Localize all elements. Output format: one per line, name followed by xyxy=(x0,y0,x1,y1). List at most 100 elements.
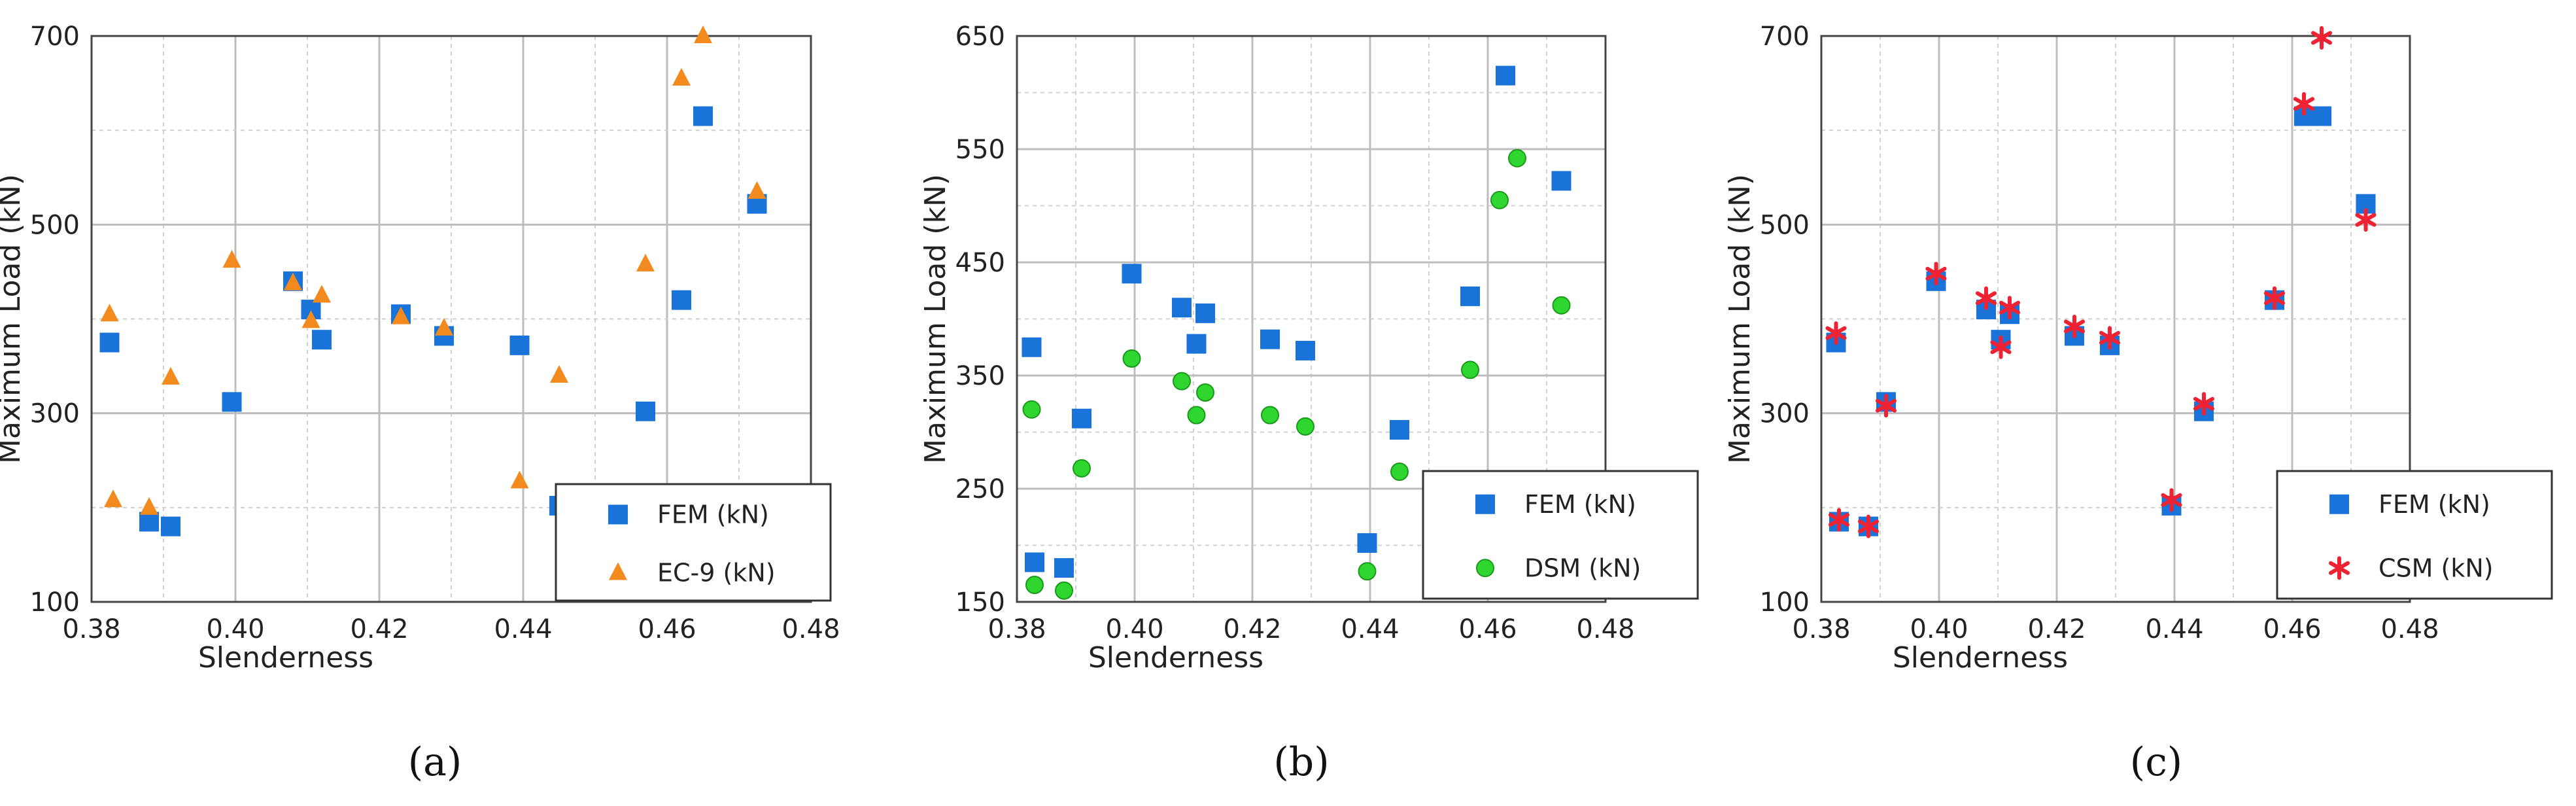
data-point-square xyxy=(1460,286,1480,306)
chart-panel-c: 0.38 0.40 0.42 0.44 0.46 0.48 100 300 500 700 Slen… xyxy=(1723,22,2553,785)
legend-swatch-square xyxy=(608,504,628,525)
y-tick-label: 650 xyxy=(955,22,1005,52)
subfigure-caption: (a) xyxy=(408,739,462,785)
legend-swatch-asterisk xyxy=(2328,556,2350,580)
y-tick-label: 700 xyxy=(1760,22,1810,52)
data-point-square xyxy=(1496,65,1515,86)
legend-entry-label: FEM (kN) xyxy=(1524,490,1636,519)
y-tick-label: 700 xyxy=(30,22,80,52)
data-point-triangle xyxy=(313,285,331,303)
data-point-circle xyxy=(1358,562,1377,581)
y-tick-label: 350 xyxy=(955,361,1005,391)
x-tick-label: 0.40 xyxy=(206,614,264,644)
data-point-circle xyxy=(1261,406,1279,425)
data-point-asterisk xyxy=(1857,514,1880,538)
data-point-square xyxy=(99,332,120,353)
data-point-square xyxy=(1357,533,1377,553)
data-point-circle xyxy=(1173,372,1191,391)
y-axis-label: Maximum Load (kN) xyxy=(0,174,27,464)
x-tick-label: 0.38 xyxy=(62,614,120,644)
data-point-square xyxy=(1072,408,1091,429)
legend-box xyxy=(2276,470,2553,600)
subfigure-caption: (b) xyxy=(1273,739,1329,785)
data-point-circle xyxy=(1122,349,1141,368)
data-point-asterisk xyxy=(1875,394,1897,418)
data-point-square xyxy=(1054,558,1074,578)
data-point-circle xyxy=(1022,400,1041,419)
y-tick-label: 100 xyxy=(1760,587,1810,618)
plot-frame xyxy=(1016,35,1607,603)
data-point-asterisk xyxy=(2193,392,2215,416)
data-point-triangle xyxy=(550,365,568,383)
x-axis-label: Slenderness xyxy=(1088,641,1263,675)
legend-swatch-square xyxy=(1475,494,1495,514)
subfigure-caption: (c) xyxy=(2130,739,2182,785)
legend-swatch-square xyxy=(2329,494,2349,514)
data-point-square xyxy=(312,330,332,350)
legend-entry-label: DSM (kN) xyxy=(1524,553,1641,582)
x-tick-label: 0.40 xyxy=(1105,614,1163,644)
data-point-triangle xyxy=(636,253,655,272)
x-tick-label: 0.40 xyxy=(1910,614,1968,644)
data-point-square xyxy=(139,512,159,532)
chart-panel-b: 0.38 0.40 0.42 0.44 0.46 0.48 150 250 350 450 550 6… xyxy=(919,22,1699,785)
data-point-circle xyxy=(1508,149,1526,167)
legend: FEM (kN) CSM (kN) xyxy=(2276,470,2553,600)
data-point-asterisk xyxy=(1828,508,1850,532)
data-point-triangle xyxy=(392,306,410,324)
data-point-triangle xyxy=(672,67,691,86)
data-point-square xyxy=(1551,171,1571,191)
x-tick-label: 0.44 xyxy=(494,614,552,644)
data-point-triangle xyxy=(435,317,453,336)
y-tick-label: 100 xyxy=(30,587,80,618)
data-point-asterisk xyxy=(2310,26,2333,50)
legend-entry-label: CSM (kN) xyxy=(2379,553,2494,582)
data-point-asterisk xyxy=(2063,315,2086,339)
legend-swatch-triangle xyxy=(609,562,627,580)
data-point-square xyxy=(222,392,242,412)
data-point-square xyxy=(1025,552,1044,572)
legend-entry-label: FEM (kN) xyxy=(2379,490,2490,519)
data-point-asterisk xyxy=(2161,488,2182,512)
y-tick-label: 300 xyxy=(1760,399,1810,429)
y-axis-label: Maximum Load (kN) xyxy=(919,174,952,464)
data-point-circle xyxy=(1073,459,1091,478)
data-point-triangle xyxy=(104,489,122,508)
data-point-asterisk xyxy=(2293,92,2315,116)
x-tick-label: 0.42 xyxy=(2027,614,2086,644)
y-tick-label: 300 xyxy=(30,399,80,429)
data-point-circle xyxy=(1187,406,1206,425)
data-point-square xyxy=(1022,337,1042,357)
data-point-circle xyxy=(1055,581,1073,600)
x-tick-label: 0.48 xyxy=(781,614,840,644)
y-tick-label: 500 xyxy=(1760,210,1810,240)
data-point-triangle xyxy=(100,304,119,322)
x-tick-label: 0.42 xyxy=(1223,614,1281,644)
data-point-triangle xyxy=(301,310,320,328)
legend-entry-label: FEM (kN) xyxy=(657,500,769,529)
x-tick-label: 0.48 xyxy=(1576,614,1634,644)
data-point-square xyxy=(1260,329,1280,349)
data-point-square xyxy=(1195,303,1215,323)
data-point-circle xyxy=(1296,417,1314,436)
data-point-circle xyxy=(1196,383,1214,402)
legend-entry-label: EC-9 (kN) xyxy=(657,559,776,587)
y-tick-label: 550 xyxy=(955,135,1005,165)
chart-panel-a: 0.38 0.40 0.42 0.44 0.46 0.48 100 300 500 700 Slen… xyxy=(0,22,840,785)
x-tick-label: 0.44 xyxy=(2145,614,2203,644)
x-tick-label: 0.46 xyxy=(2263,614,2321,644)
data-point-triangle xyxy=(284,272,302,290)
data-point-square xyxy=(1390,420,1409,440)
x-axis-label: Slenderness xyxy=(1893,641,2068,675)
data-point-triangle xyxy=(510,470,529,489)
data-point-asterisk xyxy=(1990,335,2012,359)
x-tick-label: 0.48 xyxy=(2380,614,2439,644)
y-tick-label: 250 xyxy=(955,474,1005,504)
y-axis-label: Maximum Load (kN) xyxy=(1723,174,1757,464)
data-point-triangle xyxy=(140,497,158,515)
data-point-square xyxy=(1186,334,1207,354)
data-point-asterisk xyxy=(2263,286,2286,310)
data-point-triangle xyxy=(162,366,180,385)
data-point-circle xyxy=(1390,463,1409,482)
